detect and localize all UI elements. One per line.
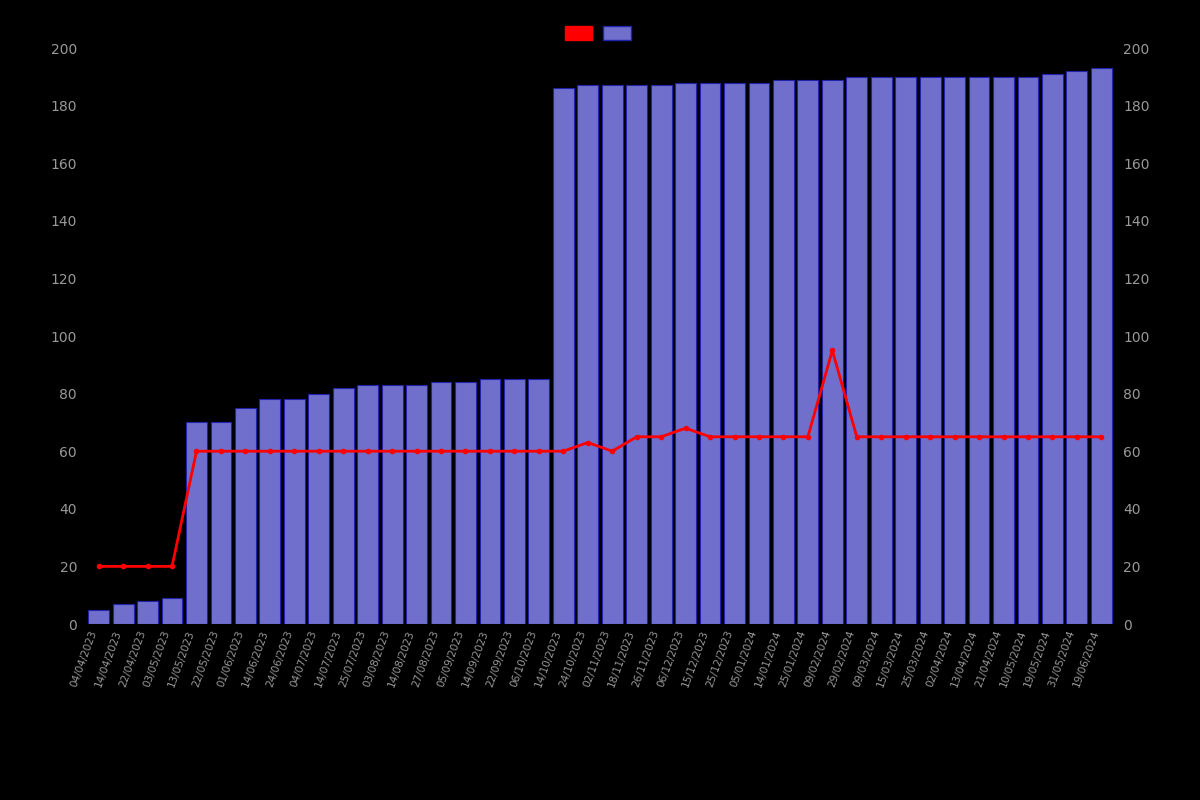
Bar: [162, 598, 182, 624]
Bar: [455, 382, 476, 624]
Bar: [846, 77, 868, 624]
Bar: [528, 379, 550, 624]
Bar: [1018, 77, 1038, 624]
Bar: [626, 86, 647, 624]
Bar: [994, 77, 1014, 624]
Bar: [186, 422, 206, 624]
Bar: [676, 82, 696, 624]
Bar: [113, 604, 133, 624]
Bar: [553, 88, 574, 624]
Bar: [1091, 68, 1111, 624]
Bar: [822, 80, 842, 624]
Bar: [358, 385, 378, 624]
Bar: [332, 388, 354, 624]
Bar: [944, 77, 965, 624]
Bar: [1042, 74, 1063, 624]
Bar: [406, 385, 427, 624]
Bar: [724, 82, 745, 624]
Legend: , : ,: [564, 26, 636, 41]
Bar: [259, 399, 281, 624]
Bar: [504, 379, 524, 624]
Bar: [895, 77, 916, 624]
Bar: [284, 399, 305, 624]
Bar: [773, 80, 794, 624]
Bar: [602, 86, 623, 624]
Bar: [871, 77, 892, 624]
Bar: [650, 86, 672, 624]
Bar: [235, 408, 256, 624]
Bar: [480, 379, 500, 624]
Bar: [749, 82, 769, 624]
Bar: [577, 86, 598, 624]
Bar: [431, 382, 451, 624]
Bar: [89, 610, 109, 624]
Bar: [1067, 71, 1087, 624]
Bar: [308, 394, 329, 624]
Bar: [210, 422, 232, 624]
Bar: [700, 82, 720, 624]
Bar: [919, 77, 941, 624]
Bar: [798, 80, 818, 624]
Bar: [382, 385, 402, 624]
Bar: [968, 77, 990, 624]
Bar: [137, 601, 158, 624]
